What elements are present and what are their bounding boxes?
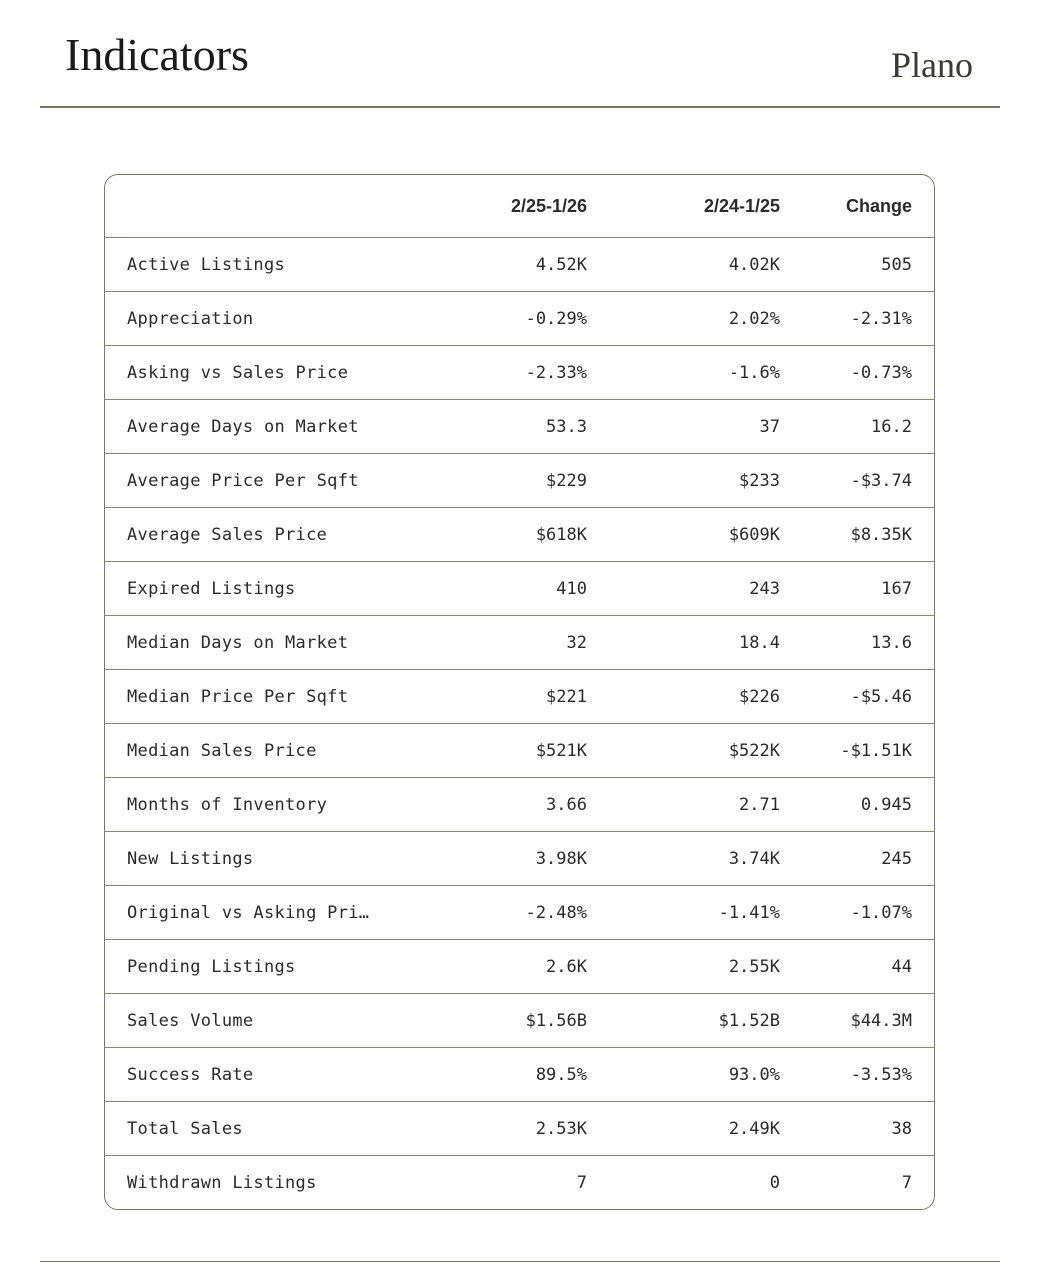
metric-name: Success Rate [127,1064,254,1085]
top-divider [40,106,1000,108]
current-value: -0.29% [525,308,587,329]
change-value: 167 [881,578,912,599]
metric-name: Median Sales Price [127,740,317,761]
table-row: Median Days on Market 32 18.4 13.6 [105,615,934,669]
change-value: 0.945 [860,794,912,815]
current-value: 89.5% [535,1064,587,1085]
table-row: Months of Inventory 3.66 2.71 0.945 [105,777,934,831]
current-value: 7 [576,1172,587,1193]
table-row: Median Price Per Sqft $221 $226 -$5.46 [105,669,934,723]
change-value: 13.6 [871,632,912,653]
current-value: 53.3 [546,416,587,437]
current-value: 3.66 [546,794,587,815]
change-value: $44.3M [850,1010,912,1031]
previous-value: 2.49K [728,1118,780,1139]
metric-name: Sales Volume [127,1010,254,1031]
previous-value: $522K [728,740,780,761]
change-value: $8.35K [850,524,912,545]
table-row: Active Listings 4.52K 4.02K 505 [105,237,934,291]
table-row: Withdrawn Listings 7 0 7 [105,1155,934,1209]
metric-name: Total Sales [127,1118,243,1139]
column-header-previous-period: 2/24-1/25 [703,195,780,216]
current-value: 410 [556,578,587,599]
page-title: Indicators [65,29,249,80]
table-row: Total Sales 2.53K 2.49K 38 [105,1101,934,1155]
change-value: -$3.74 [850,470,912,491]
previous-value: 93.0% [728,1064,780,1085]
table-row: Median Sales Price $521K $522K -$1.51K [105,723,934,777]
previous-value: -1.6% [728,362,780,383]
change-value: -1.07% [850,902,912,923]
previous-value: 3.74K [728,848,780,869]
current-value: $618K [535,524,587,545]
current-value: $229 [546,470,587,491]
metric-name: Average Days on Market [127,416,359,437]
column-header-change: Change [845,195,912,216]
change-value: -3.53% [850,1064,912,1085]
change-value: 7 [901,1172,912,1193]
previous-value: 2.71 [739,794,780,815]
metric-name: New Listings [127,848,254,869]
table-header: 2/25-1/26 2/24-1/25 Change [105,175,934,237]
current-value: -2.48% [525,902,587,923]
table-row: Asking vs Sales Price -2.33% -1.6% -0.73% [105,345,934,399]
current-value: 4.52K [535,254,587,275]
previous-value: 0 [769,1172,780,1193]
previous-value: 37 [759,416,780,437]
previous-value: $1.52B [718,1010,780,1031]
current-value: 2.53K [535,1118,587,1139]
metric-name: Appreciation [127,308,254,329]
table-row: Pending Listings 2.6K 2.55K 44 [105,939,934,993]
change-value: -0.73% [850,362,912,383]
previous-value: $233 [739,470,780,491]
previous-value: -1.41% [718,902,780,923]
previous-value: 243 [749,578,780,599]
previous-value: 18.4 [739,632,780,653]
previous-value: $226 [739,686,780,707]
metric-name: Months of Inventory [127,794,328,815]
location-label: Plano [890,45,973,85]
current-value: $221 [546,686,587,707]
previous-value: 2.02% [728,308,780,329]
metric-name: Median Price Per Sqft [127,686,349,707]
table-row: Average Sales Price $618K $609K $8.35K [105,507,934,561]
change-value: 16.2 [871,416,912,437]
metric-name: Withdrawn Listings [127,1172,317,1193]
table-row: Expired Listings 410 243 167 [105,561,934,615]
column-header-current-period: 2/25-1/26 [510,195,587,216]
table-row: Success Rate 89.5% 93.0% -3.53% [105,1047,934,1101]
change-value: 245 [881,848,912,869]
change-value: 38 [891,1118,912,1139]
change-value: -$1.51K [840,740,912,761]
metric-name: Average Sales Price [127,524,328,545]
change-value: -$5.46 [850,686,912,707]
previous-value: $609K [728,524,780,545]
metric-name: Average Price Per Sqft [127,470,359,491]
current-value: -2.33% [525,362,587,383]
table-row: New Listings 3.98K 3.74K 245 [105,831,934,885]
metric-name: Pending Listings [127,956,296,977]
metric-name: Asking vs Sales Price [127,362,349,383]
change-value: 505 [881,254,912,275]
metric-name: Median Days on Market [127,632,349,653]
bottom-divider [40,1261,1000,1262]
table-row: Original vs Asking Pri… -2.48% -1.41% -1.07… [105,885,934,939]
current-value: $521K [535,740,587,761]
metric-name: Expired Listings [127,578,296,599]
current-value: $1.56B [525,1010,587,1031]
table-row: Average Price Per Sqft $229 $233 -$3.74 [105,453,934,507]
previous-value: 2.55K [728,956,780,977]
table-row: Appreciation -0.29% 2.02% -2.31% [105,291,934,345]
current-value: 32 [566,632,587,653]
current-value: 3.98K [535,848,587,869]
table-row: Average Days on Market 53.3 37 16.2 [105,399,934,453]
change-value: -2.31% [850,308,912,329]
metric-name: Active Listings [127,254,286,275]
previous-value: 4.02K [728,254,780,275]
current-value: 2.6K [546,956,587,977]
metric-name: Original vs Asking Pri… [127,902,370,923]
change-value: 44 [891,956,912,977]
table-row: Sales Volume $1.56B $1.52B $44.3M [105,993,934,1047]
indicators-table: 2/25-1/26 2/24-1/25 Change Active Listin… [104,174,935,1210]
